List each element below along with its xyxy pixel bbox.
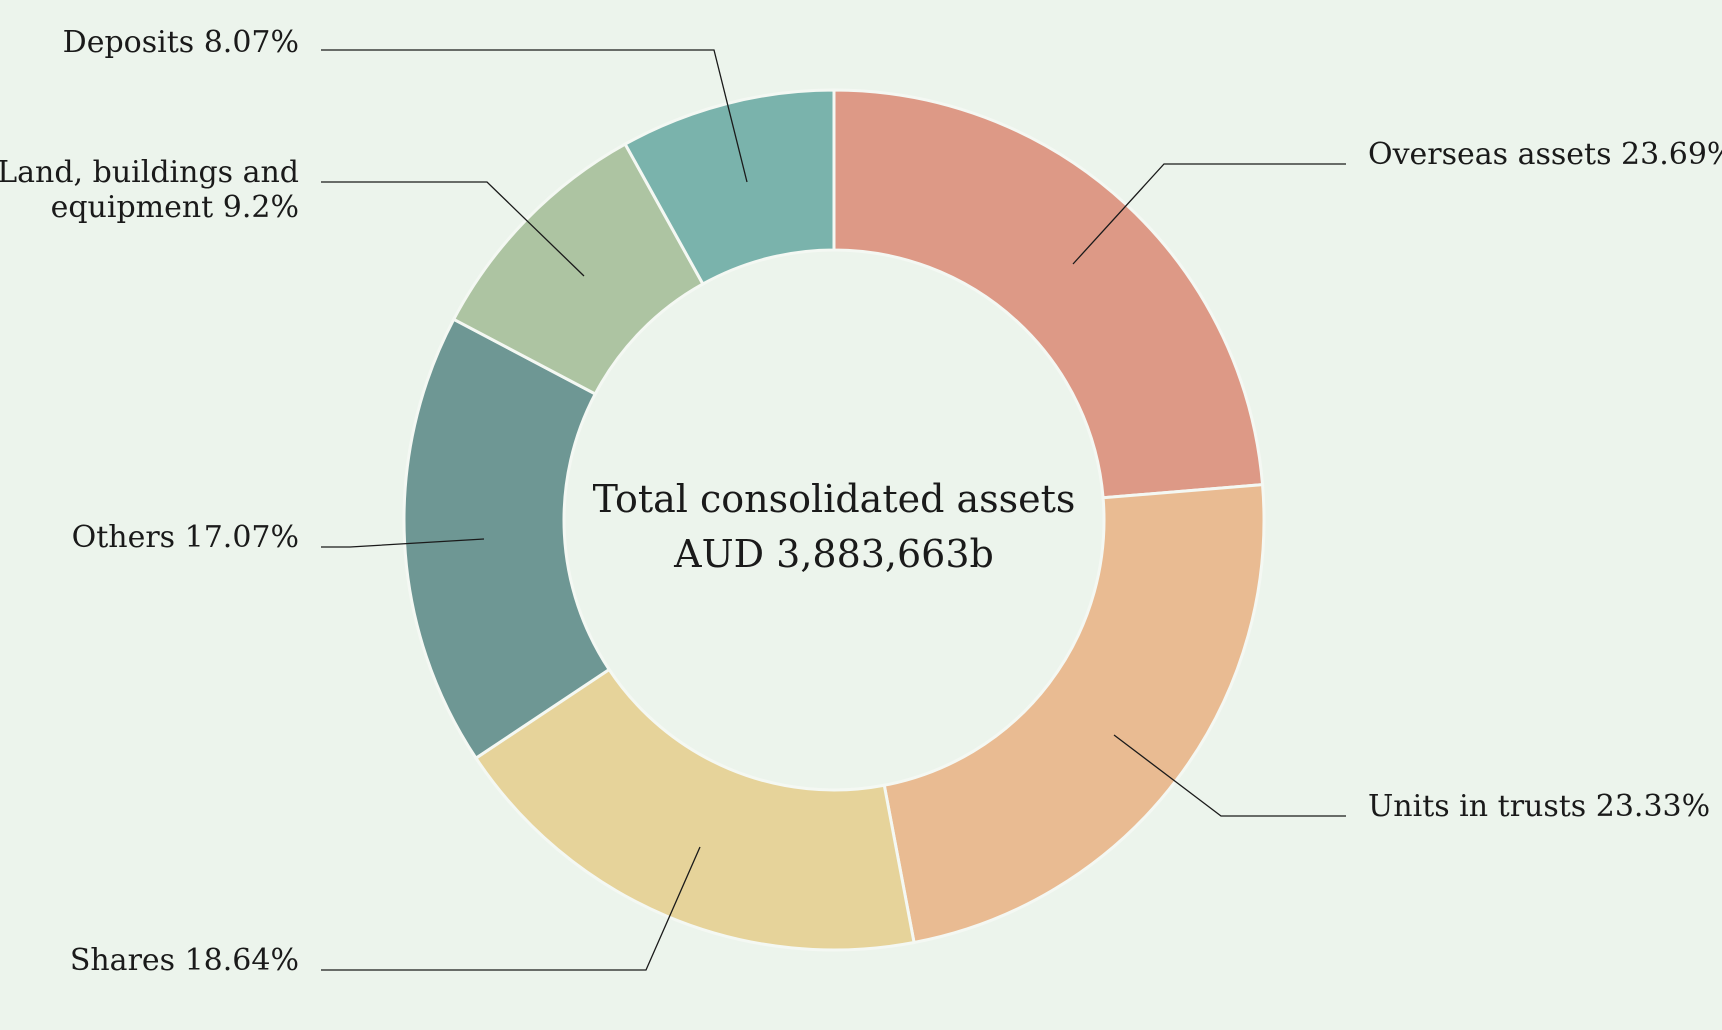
- chart-subtitle: AUD 3,883,663b: [673, 532, 994, 576]
- label-overseas-assets: Overseas assets 23.69%: [1368, 137, 1722, 172]
- label-land-line-1: Land, buildings and: [0, 155, 299, 190]
- label-deposits: Deposits 8.07%: [63, 25, 299, 60]
- label-shares: Shares 18.64%: [70, 943, 299, 978]
- label-land-line-2: equipment 9.2%: [51, 190, 299, 225]
- label-others: Others 17.07%: [72, 520, 299, 555]
- slice-overseas-assets: [834, 90, 1263, 498]
- label-units-in-trusts: Units in trusts 23.33%: [1368, 789, 1710, 824]
- chart-title: Total consolidated assets: [593, 477, 1076, 521]
